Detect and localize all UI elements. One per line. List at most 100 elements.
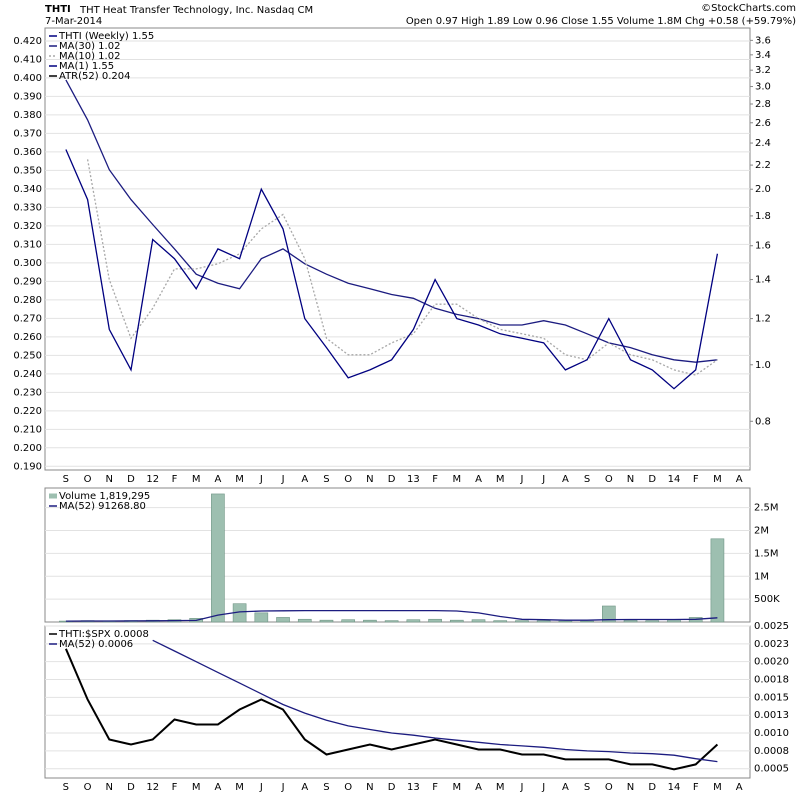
series-line xyxy=(65,149,719,390)
x-tick-label: J xyxy=(259,782,263,793)
legend-label: THTI:$SPX 0.0008 xyxy=(58,629,149,640)
volume-bar xyxy=(580,620,594,623)
y-tick-label: 0.320 xyxy=(13,221,42,232)
y2-tick-label: 2.8 xyxy=(755,99,771,110)
legend-label: THTI (Weekly) 1.55 xyxy=(58,31,154,42)
x-tick-label: O xyxy=(605,782,613,793)
volume-bar xyxy=(471,619,486,623)
y-tick-label: 0.190 xyxy=(13,461,42,472)
y-tick-label: 0.210 xyxy=(13,424,42,435)
y2-tick-label: 1.8 xyxy=(755,211,771,222)
y2-tick-label: 1.4 xyxy=(755,275,771,286)
x-tick-label: N xyxy=(627,474,634,485)
x-tick-label: O xyxy=(344,474,352,485)
volume-bar xyxy=(623,619,638,623)
y-tick-label: 0.220 xyxy=(13,406,42,417)
series-line xyxy=(152,639,718,763)
x-tick-label: O xyxy=(344,782,352,793)
y-tick-label: 0.340 xyxy=(13,184,42,195)
x-tick-label: A xyxy=(475,782,482,793)
y-tick-label: 2.5M xyxy=(754,503,779,514)
x-tick-label: O xyxy=(605,474,613,485)
volume-bar xyxy=(428,618,442,623)
x-tick-label: D xyxy=(388,782,396,793)
x-tick-label: 12 xyxy=(146,474,159,485)
x-tick-label: 14 xyxy=(668,474,681,485)
legend-label: Volume 1,819,295 xyxy=(59,491,150,502)
x-tick-label: F xyxy=(432,782,438,793)
legend-label: MA(10) 1.02 xyxy=(59,51,120,62)
x-tick-label: F xyxy=(172,782,178,793)
x-tick-label: S xyxy=(584,474,590,485)
x-tick-label: A xyxy=(301,474,308,485)
y-tick-label: 0.420 xyxy=(13,36,42,47)
y2-tick-label: 1.6 xyxy=(755,241,771,252)
y-tick-label: 500K xyxy=(754,594,780,605)
volume-bar xyxy=(276,617,290,623)
x-tick-label: D xyxy=(127,474,135,485)
volume-bar xyxy=(297,618,312,623)
y2-tick-label: 3.4 xyxy=(755,50,771,61)
y2-tick-label: 3.2 xyxy=(755,65,771,76)
volume-bar xyxy=(602,605,616,623)
x-tick-label: M xyxy=(496,782,505,793)
y-tick-label: 0.400 xyxy=(13,73,42,84)
x-tick-label: A xyxy=(736,782,743,793)
x-tick-label: S xyxy=(323,782,329,793)
x-tick-label: J xyxy=(281,782,285,793)
y2-tick-label: 2.4 xyxy=(755,138,771,149)
x-tick-label: 14 xyxy=(668,782,681,793)
y-tick-label: 0.260 xyxy=(13,332,42,343)
y-tick-label: 0.0025 xyxy=(754,621,789,632)
x-tick-label: N xyxy=(366,782,373,793)
y-tick-label: 0.380 xyxy=(13,110,42,121)
y-tick-label: 0.270 xyxy=(13,313,42,324)
series-line xyxy=(64,648,719,771)
x-tick-label: J xyxy=(259,474,263,485)
x-tick-label: M xyxy=(192,474,201,485)
date: 7-Mar-2014 xyxy=(45,16,102,27)
panel-frame xyxy=(44,487,751,623)
x-tick-label: F xyxy=(693,474,699,485)
y-tick-label: 0.230 xyxy=(13,387,42,398)
y-tick-label: 0.360 xyxy=(13,147,42,158)
x-tick-label: A xyxy=(562,474,569,485)
x-tick-label: 13 xyxy=(407,782,420,793)
watermark: ©StockCharts.com xyxy=(701,3,796,14)
x-tick-label: O xyxy=(84,474,92,485)
y-tick-label: 1.5M xyxy=(754,548,779,559)
volume-bar xyxy=(493,620,508,623)
volume-bar xyxy=(211,493,225,623)
x-tick-label: M xyxy=(452,782,461,793)
x-tick-label: M xyxy=(235,782,244,793)
volume-bar xyxy=(406,619,421,623)
x-tick-label: M xyxy=(713,782,722,793)
y-tick-label: 0.280 xyxy=(13,295,42,306)
x-tick-label: 13 xyxy=(407,474,420,485)
x-tick-label: J xyxy=(519,782,523,793)
legend-label: MA(30) 1.02 xyxy=(59,41,120,52)
y-tick-label: 0.0013 xyxy=(754,710,789,721)
y-tick-label: 2M xyxy=(754,526,769,537)
series-line xyxy=(86,159,718,376)
y2-tick-label: 2.6 xyxy=(755,118,771,129)
y-tick-label: 0.370 xyxy=(13,128,42,139)
x-tick-label: F xyxy=(172,474,178,485)
x-tick-label: M xyxy=(713,474,722,485)
x-tick-label: D xyxy=(648,474,656,485)
y-tick-label: 0.300 xyxy=(13,258,42,269)
volume-bar xyxy=(710,538,725,623)
x-tick-label: M xyxy=(496,474,505,485)
y2-tick-label: 1.0 xyxy=(755,360,771,371)
volume-bar xyxy=(319,619,334,623)
x-tick-label: M xyxy=(235,474,244,485)
x-tick-label: N xyxy=(106,474,113,485)
y2-tick-label: 3.0 xyxy=(755,82,771,93)
panel-frame xyxy=(44,625,751,779)
y-tick-label: 0.200 xyxy=(13,443,42,454)
x-tick-label: D xyxy=(388,474,396,485)
y-tick-label: 0.410 xyxy=(13,54,42,65)
y2-tick-label: 3.6 xyxy=(755,35,771,46)
volume-bar xyxy=(341,619,356,623)
